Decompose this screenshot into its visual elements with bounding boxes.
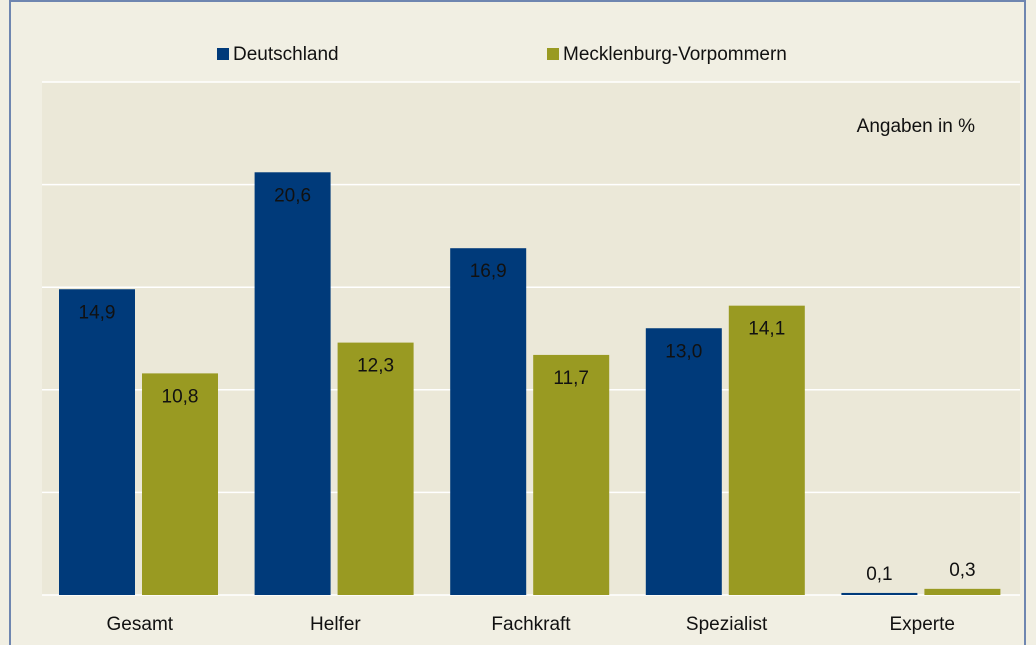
legend-label: Mecklenburg-Vorpommern [563, 44, 787, 65]
legend-swatch [217, 48, 229, 60]
bar [59, 289, 135, 595]
data-label: 20,6 [274, 185, 311, 206]
x-tick-label: Fachkraft [491, 614, 571, 635]
x-tick-label: Gesamt [107, 614, 174, 635]
x-tick-label: Helfer [310, 614, 361, 635]
x-tick-label: Spezialist [686, 614, 768, 635]
bar [337, 342, 414, 595]
data-label: 16,9 [470, 261, 507, 282]
legend-label: Deutschland [233, 44, 339, 65]
bar [841, 592, 918, 595]
data-label: 14,1 [748, 319, 785, 340]
legend-swatch [547, 48, 559, 60]
bar [728, 305, 805, 595]
data-label: 0,1 [866, 564, 892, 585]
bar [645, 328, 722, 595]
x-tick-label: Experte [889, 614, 954, 635]
data-label: 11,7 [553, 368, 589, 389]
data-label: 10,8 [162, 386, 199, 407]
data-label: 13,0 [665, 341, 702, 362]
bar [924, 588, 1001, 595]
data-label: 0,3 [949, 560, 975, 581]
bar [450, 248, 527, 595]
data-label: 12,3 [357, 356, 394, 377]
bar [254, 172, 331, 595]
bar [142, 373, 218, 595]
bar [533, 354, 610, 595]
data-label: 14,9 [79, 302, 116, 323]
annotation: Angaben in % [857, 116, 975, 137]
